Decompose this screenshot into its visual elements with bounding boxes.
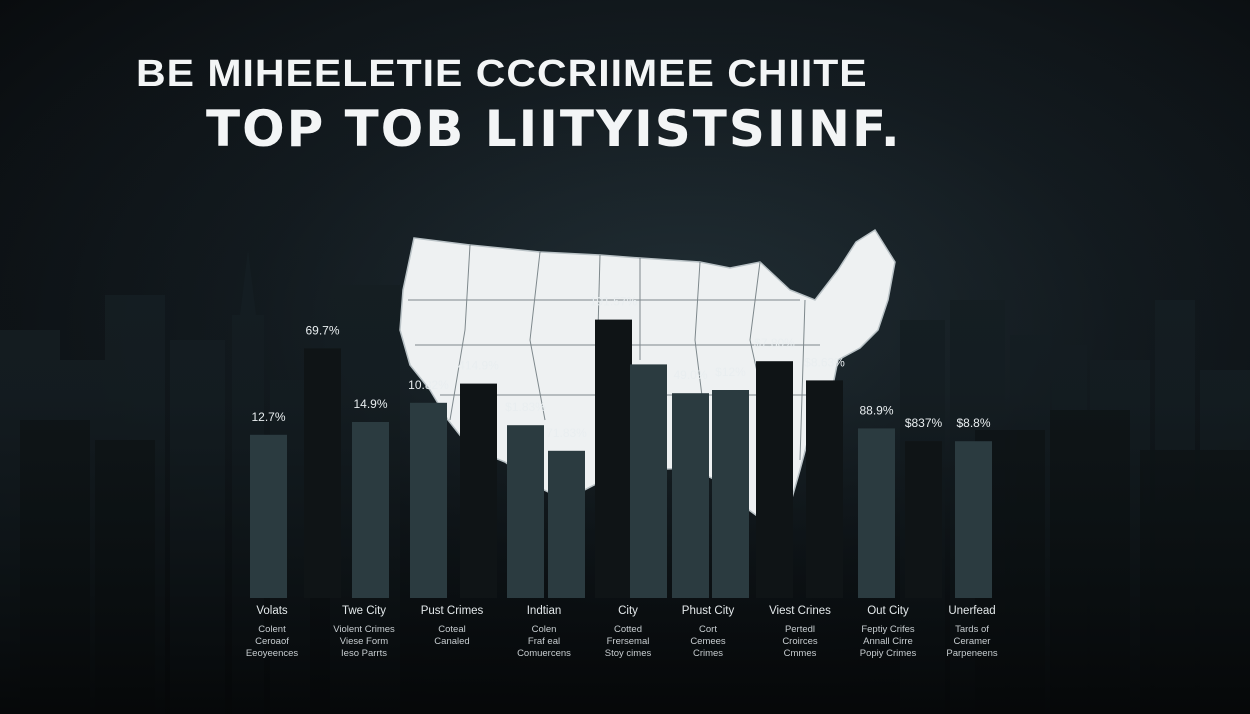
- category-sublabel: Violent Crimes: [333, 624, 395, 635]
- bar-value-label-7: 71.83%: [546, 426, 587, 440]
- bar-15: [905, 441, 942, 598]
- bar-value-label-13: $8.63%: [804, 355, 845, 369]
- bar-value-label-4: 10.82%: [408, 378, 449, 392]
- category-sublabel: Tards of: [955, 624, 989, 635]
- bar-3: [352, 422, 389, 598]
- bar-value-label-1: 12.7%: [251, 410, 285, 424]
- bar-16: [955, 441, 992, 598]
- bar-value-label-11: $12%: [715, 365, 746, 379]
- bar-2: [304, 348, 341, 598]
- bar-5: [460, 383, 497, 598]
- category-label: Viest Crines: [769, 605, 831, 617]
- category-sublabel: Frersemal: [607, 636, 650, 647]
- title-line-2: TOP TOB LIITYISTSIINF.: [206, 100, 902, 158]
- bar-12: [756, 361, 793, 598]
- category-sublabel: Pertedl: [785, 624, 815, 635]
- bar-6: [507, 425, 544, 598]
- category-sublabel: Comuercens: [517, 648, 571, 659]
- category-label: Out City: [867, 605, 909, 617]
- category-sublabel: Crimes: [693, 648, 723, 659]
- bar-10: [672, 393, 709, 598]
- category-sublabel: Eeoyeences: [246, 648, 299, 659]
- bar-13: [806, 380, 843, 598]
- category-sublabel: Stoy cimes: [605, 648, 652, 659]
- category-label: Unerfead: [948, 605, 995, 617]
- bar-value-label-14: 88.9%: [859, 403, 893, 417]
- bar-7: [548, 450, 585, 598]
- category-sublabel: Cort: [699, 624, 717, 635]
- bar-4: [410, 402, 447, 598]
- bar-value-label-2: 69.7%: [305, 323, 339, 337]
- category-sublabel: Ceroaof: [255, 636, 289, 647]
- bar-value-label-15: $837%: [905, 416, 943, 430]
- category-sublabel: Parpeneens: [946, 648, 997, 659]
- category-label: Indtian: [527, 605, 562, 617]
- category-sublabel: Colen: [532, 624, 557, 635]
- bar-value-label-10: 49.0%: [673, 368, 707, 382]
- category-sublabel: Canaled: [434, 636, 469, 647]
- bar-value-label-8: 191.57%: [590, 295, 638, 309]
- bar-8: [595, 319, 632, 598]
- bar-value-label-3: 14.9%: [353, 397, 387, 411]
- category-sublabel: Annall Cirre: [863, 636, 913, 647]
- category-sublabel: Cotted: [614, 624, 642, 635]
- bar-11: [712, 390, 749, 598]
- category-sublabel: Ceramer: [954, 636, 991, 647]
- bar-value-label-16: $8.8%: [956, 416, 990, 430]
- category-label: Twe City: [342, 605, 386, 617]
- bar-value-label-6: $1.83%: [505, 400, 546, 414]
- category-label: City: [618, 605, 638, 617]
- category-sublabel: Cmmes: [784, 648, 817, 659]
- category-sublabel: Cemees: [690, 636, 726, 647]
- category-sublabel: Fraf eal: [528, 636, 560, 647]
- category-label: Phust City: [682, 605, 735, 617]
- category-sublabel: Coteal: [438, 624, 465, 635]
- category-label: Volats: [256, 605, 288, 617]
- category-sublabel: Viese Form: [340, 636, 388, 647]
- category-sublabel: Popiy Crimes: [860, 648, 917, 659]
- bar-value-label-12: $7.80%: [754, 336, 795, 350]
- category-sublabel: Ieso Parrts: [341, 648, 387, 659]
- bar-14: [858, 428, 895, 598]
- category-sublabel: Feptiy Crifes: [861, 624, 915, 635]
- bar-9: [630, 364, 667, 598]
- category-sublabel: Croirces: [782, 636, 818, 647]
- bar-1: [250, 434, 287, 598]
- title-line-1: BE MIHEELETIE CCCRIIMEE CHIITE: [136, 52, 868, 95]
- bar-value-label-5: 414.9%: [458, 359, 499, 373]
- category-sublabel: Colent: [258, 624, 286, 635]
- category-label: Pust Crimes: [421, 605, 484, 617]
